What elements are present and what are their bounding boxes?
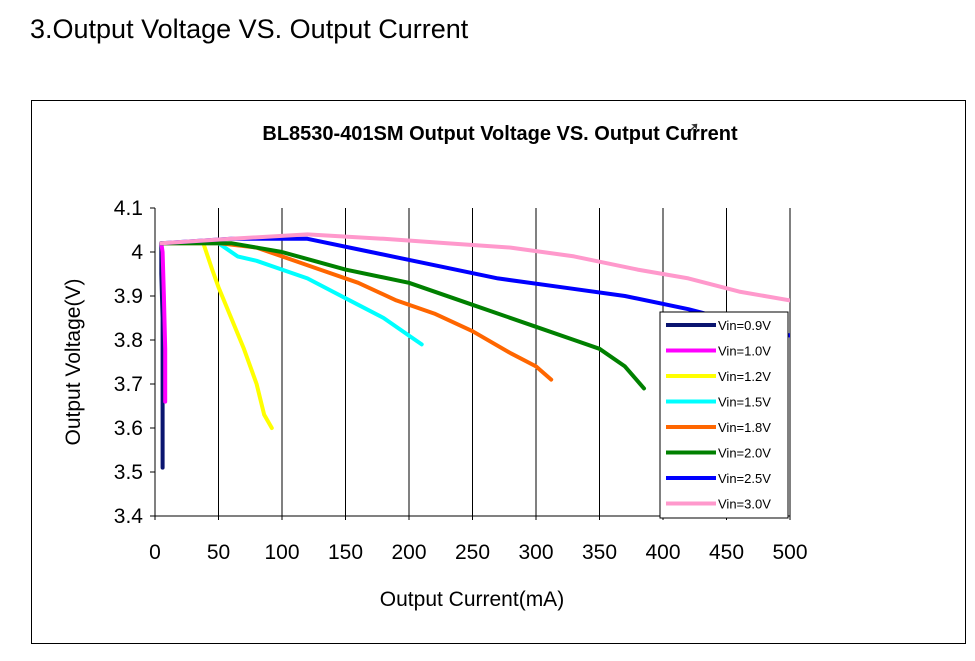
legend-label: Vin=0.9V [718,318,771,333]
y-tick-label: 3.6 [114,417,143,440]
y-tick-label: 4 [131,241,143,264]
y-tick-label: 4.1 [114,197,143,220]
series-line-2 [159,241,274,430]
legend-label: Vin=1.8V [718,420,771,435]
x-tick-label: 50 [207,541,230,564]
mouse-pointer-icon: ➚ [685,118,701,138]
series-line-1 [159,241,168,404]
legend-label: Vin=1.0V [718,344,771,359]
x-tick-label: 450 [709,541,744,564]
chart-frame [31,100,966,644]
series-line-7 [159,232,790,303]
x-tick-label: 350 [582,541,617,564]
chart-title: BL8530-401SM Output Voltage VS. Output C… [262,123,738,145]
x-tick-label: 400 [645,541,680,564]
x-tick-label: 500 [772,541,807,564]
section-title: 3.Output Voltage VS. Output Current [30,14,469,44]
y-axis-label: Output Voltage(V) [62,279,85,446]
y-tick-label: 3.8 [114,329,143,352]
y-tick-label: 3.5 [114,461,143,484]
y-tick-label: 3.9 [114,285,143,308]
legend-label: Vin=2.0V [718,446,771,461]
x-tick-label: 200 [391,541,426,564]
legend-label: Vin=2.5V [718,471,771,486]
legend-label: Vin=3.0V [718,497,771,512]
y-tick-label: 3.4 [114,505,144,528]
x-axis-label: Output Current(mA) [380,588,564,611]
legend-label: Vin=1.2V [718,369,771,384]
legend-box [659,311,789,519]
y-tick-label: 3.7 [114,373,143,396]
series-line-5 [159,241,646,391]
x-tick-label: 150 [328,541,363,564]
x-tick-label: 0 [149,541,161,564]
x-tick-label: 250 [455,541,490,564]
x-tick-label: 300 [518,541,553,564]
legend-label: Vin=1.5V [718,395,771,410]
x-tick-label: 100 [264,541,299,564]
